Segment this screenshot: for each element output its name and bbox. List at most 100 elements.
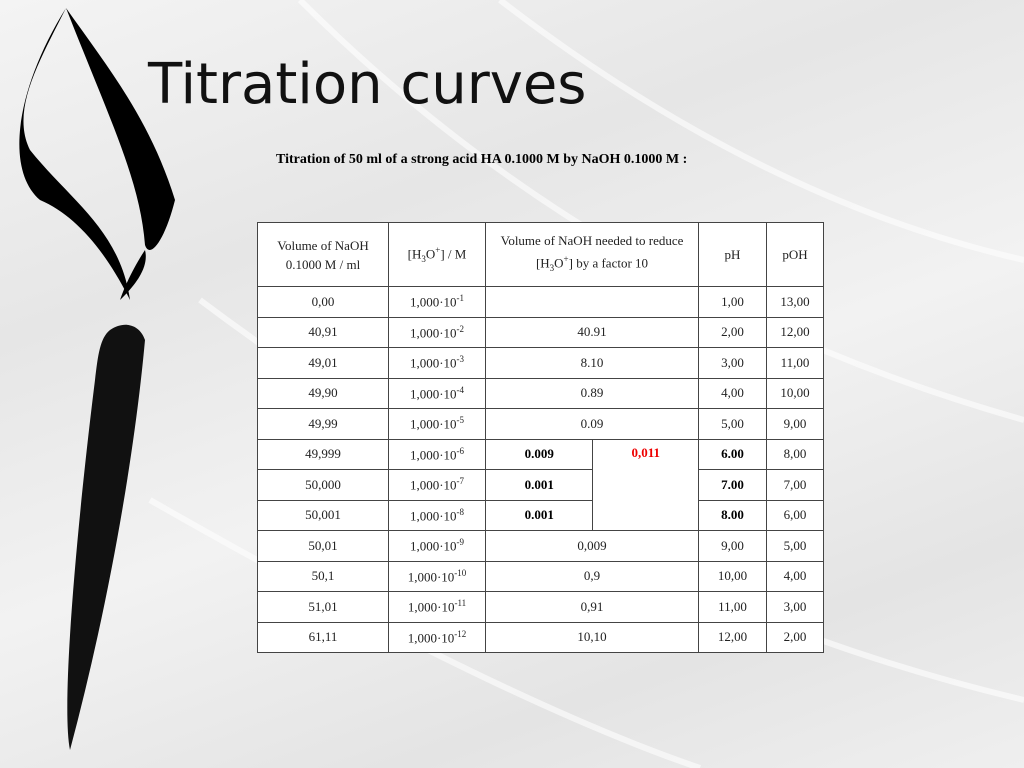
table-row: 0,00 1,000·10-1 1,00 13,00 xyxy=(257,286,824,318)
header-cell: Volume of NaOH 0.1000 M / ml xyxy=(257,222,389,287)
poh-cell: 11,00 xyxy=(766,347,824,379)
table-row: 49,99 1,000·10-5 0.09 5,00 9,00 xyxy=(257,408,824,440)
ph-cell: 1,00 xyxy=(698,286,767,318)
needed-cell: 0,91 xyxy=(485,591,699,623)
concentration-cell: 1,000·10-11 xyxy=(388,591,486,623)
table-caption: Titration of 50 ml of a strong acid HA 0… xyxy=(276,152,688,167)
volume-cell: 40,91 xyxy=(257,316,389,348)
poh-cell: 4,00 xyxy=(766,560,824,592)
concentration-cell: 1,000·10-8 xyxy=(388,499,486,531)
concentration-base: 1,000·10 xyxy=(409,294,457,310)
concentration-exponent: -11 xyxy=(454,598,467,609)
poh-cell: 8,00 xyxy=(766,438,824,470)
poh-cell: 5,00 xyxy=(766,530,824,562)
concentration-base: 1,000·10 xyxy=(409,507,457,523)
header-text: O xyxy=(425,245,436,261)
volume-cell: 61,11 xyxy=(257,621,389,653)
poh-cell: 6,00 xyxy=(766,499,824,531)
needed-cell: 0.001 xyxy=(484,499,594,531)
ph-cell: 7.00 xyxy=(698,469,767,501)
needed-cell: 0,9 xyxy=(485,560,699,592)
needed-cell: 40.91 xyxy=(485,316,699,348)
concentration-base: 1,000·10 xyxy=(409,385,457,401)
needed-cell: 0.89 xyxy=(485,377,699,409)
table-row: 49,01 1,000·10-3 8.10 3,00 11,00 xyxy=(257,347,824,379)
volume-cell: 49,999 xyxy=(257,438,389,470)
needed-cell: 10,10 xyxy=(485,621,699,653)
poh-cell: 7,00 xyxy=(766,469,824,501)
header-text: + xyxy=(435,244,441,255)
header-cell: [H3O+] / M xyxy=(388,222,486,287)
table-row: 50,1 1,000·10-10 0,9 10,00 4,00 xyxy=(257,560,824,592)
ph-cell: 10,00 xyxy=(698,560,767,592)
concentration-exponent: -9 xyxy=(456,537,465,548)
concentration-cell: 1,000·10-5 xyxy=(388,408,486,440)
poh-cell: 9,00 xyxy=(766,408,824,440)
header-text: 3 xyxy=(549,262,555,273)
concentration-exponent: -1 xyxy=(456,293,465,304)
volume-cell: 50,001 xyxy=(257,499,389,531)
header-cell: pOH xyxy=(766,222,824,287)
concentration-base: 1,000·10 xyxy=(409,477,457,493)
header-cell: Volume of NaOH needed to reduce [H3O+] b… xyxy=(485,222,699,287)
table-row: 49,90 1,000·10-4 0.89 4,00 10,00 xyxy=(257,377,824,409)
concentration-base: 1,000·10 xyxy=(409,324,457,340)
table-row: 40,91 1,000·10-2 40.91 2,00 12,00 xyxy=(257,316,824,348)
concentration-cell: 1,000·10-9 xyxy=(388,530,486,562)
ph-cell: 12,00 xyxy=(698,621,767,653)
needed-cell: 0.09 xyxy=(485,408,699,440)
header-text: ] by a factor 10 xyxy=(568,255,649,271)
header-text: O xyxy=(554,255,564,271)
table-row: 50,001 1,000·10-8 0.001 8.00 6,00 xyxy=(257,499,824,531)
header-row: Volume of NaOH 0.1000 M / ml [H3O+] / M … xyxy=(257,222,824,287)
volume-cell: 49,01 xyxy=(257,347,389,379)
table-row: 50,01 1,000·10-9 0,009 9,00 5,00 xyxy=(257,530,824,562)
needed-cell: 0,009 xyxy=(485,530,699,562)
concentration-cell: 1,000·10-7 xyxy=(388,469,486,501)
header-text: + xyxy=(563,254,569,265)
table-row: 51,01 1,000·10-11 0,91 11,00 3,00 xyxy=(257,591,824,623)
concentration-exponent: -3 xyxy=(456,354,465,365)
concentration-cell: 1,000·10-3 xyxy=(388,347,486,379)
needed-cell: 0.009 xyxy=(484,438,594,470)
ph-cell: 5,00 xyxy=(698,408,767,440)
ph-cell: 9,00 xyxy=(698,530,767,562)
concentration-base: 1,000·10 xyxy=(409,538,457,554)
concentration-cell: 1,000·10-1 xyxy=(388,286,486,318)
volume-cell: 51,01 xyxy=(257,591,389,623)
concentration-exponent: -10 xyxy=(454,567,467,578)
header-text: [H xyxy=(407,245,422,261)
concentration-cell: 1,000·10-10 xyxy=(388,560,486,592)
concentration-base: 1,000·10 xyxy=(407,568,455,584)
ph-cell: 3,00 xyxy=(698,347,767,379)
poh-cell: 13,00 xyxy=(766,286,824,318)
concentration-base: 1,000·10 xyxy=(407,599,455,615)
poh-cell: 3,00 xyxy=(766,591,824,623)
ph-cell: 8.00 xyxy=(698,499,767,531)
volume-cell: 50,1 xyxy=(257,560,389,592)
header-text: ] / M xyxy=(440,245,467,261)
concentration-cell: 1,000·10-12 xyxy=(388,621,486,653)
concentration-exponent: -2 xyxy=(456,323,465,334)
table-body: 0,00 1,000·10-1 1,00 13,00 40,91 1,000·10-2 40… xyxy=(257,286,824,653)
concentration-base: 1,000·10 xyxy=(409,355,457,371)
concentration-exponent: -12 xyxy=(454,628,467,639)
volume-cell: 50,01 xyxy=(257,530,389,562)
concentration-base: 1,000·10 xyxy=(407,629,455,645)
needed-cell: 0,011 xyxy=(592,438,699,531)
volume-cell: 0,00 xyxy=(257,286,389,318)
header-text: 3 xyxy=(421,253,426,264)
concentration-cell: 1,000·10-2 xyxy=(388,316,486,348)
concentration-exponent: -4 xyxy=(456,384,465,395)
slide-title: Titration curves xyxy=(148,52,587,117)
concentration-exponent: -8 xyxy=(456,506,465,517)
ph-cell: 2,00 xyxy=(698,316,767,348)
concentration-exponent: -6 xyxy=(456,445,465,456)
titration-table: Volume of NaOH 0.1000 M / ml [H3O+] / M … xyxy=(257,222,824,653)
ph-cell: 4,00 xyxy=(698,377,767,409)
ph-cell: 6.00 xyxy=(698,438,767,470)
concentration-exponent: -5 xyxy=(456,415,465,426)
volume-cell: 50,000 xyxy=(257,469,389,501)
concentration-base: 1,000·10 xyxy=(409,446,457,462)
